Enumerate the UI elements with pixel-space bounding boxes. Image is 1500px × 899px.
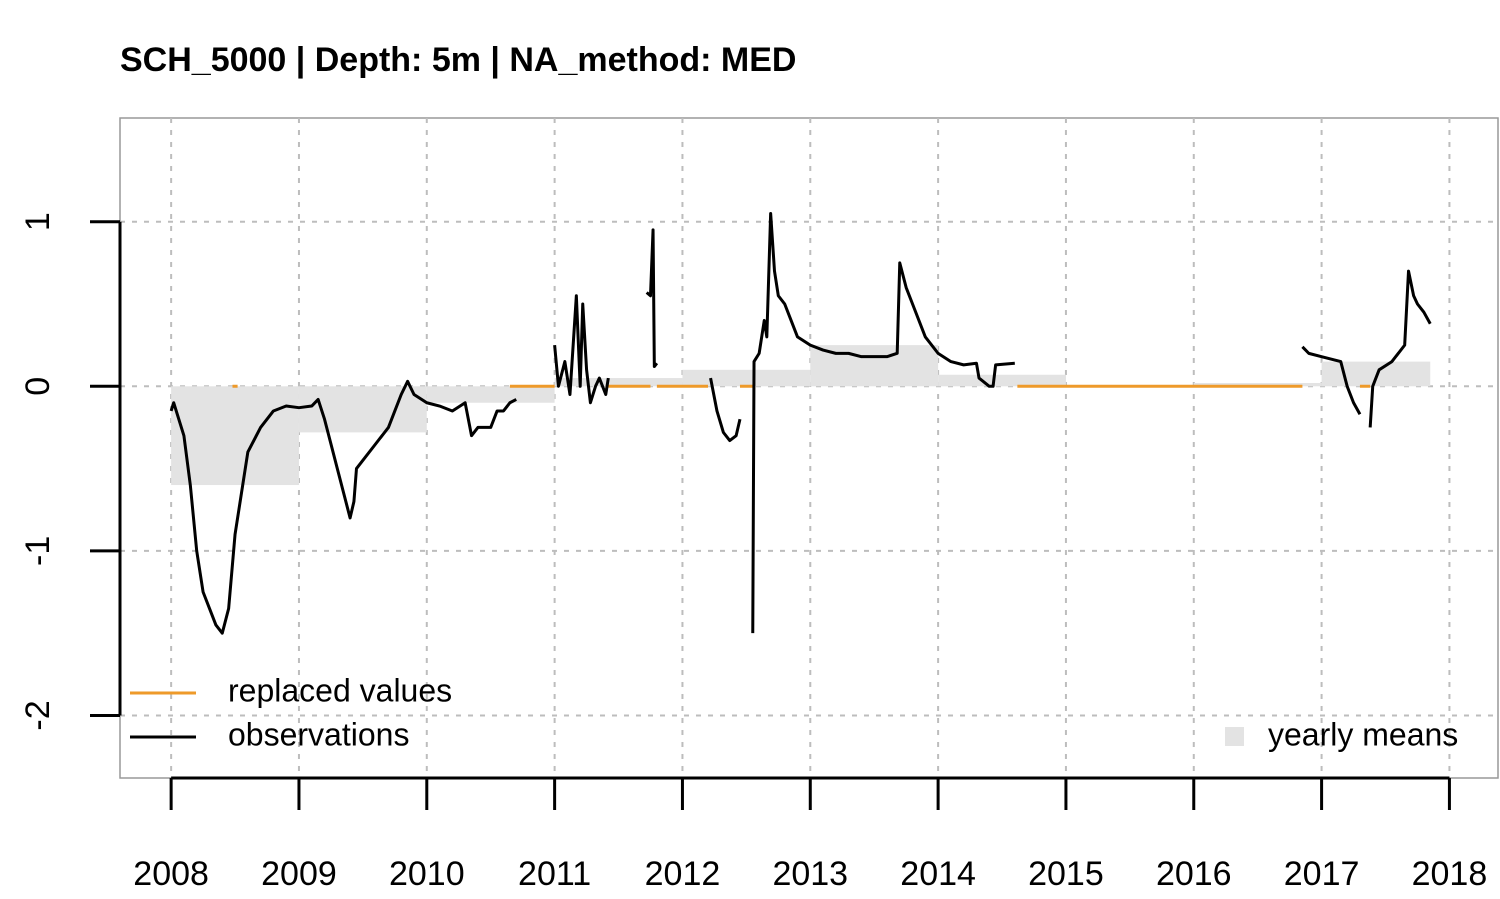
legend-label: yearly means bbox=[1268, 716, 1458, 752]
y-tick-label: 1 bbox=[19, 212, 57, 231]
yearly-mean-bar bbox=[1193, 382, 1322, 387]
y-tick-label: -2 bbox=[19, 700, 57, 730]
x-tick-label: 2008 bbox=[133, 855, 209, 893]
yearly-mean-bar bbox=[554, 378, 683, 387]
x-tick-label: 2015 bbox=[1028, 855, 1104, 893]
y-tick-label: 0 bbox=[19, 377, 57, 396]
x-tick-label: 2014 bbox=[900, 855, 976, 893]
legend-label: observations bbox=[228, 716, 409, 752]
x-tick-label: 2017 bbox=[1284, 855, 1360, 893]
yearly-mean-bar bbox=[426, 386, 555, 403]
yearly-mean-bar bbox=[171, 386, 299, 486]
y-tick-label: -1 bbox=[19, 536, 57, 566]
yearly-mean-bar bbox=[298, 386, 427, 433]
x-tick-label: 2013 bbox=[772, 855, 848, 893]
x-tick-label: 2011 bbox=[518, 855, 591, 893]
x-tick-label: 2010 bbox=[389, 855, 465, 893]
x-tick-label: 2009 bbox=[261, 855, 337, 893]
legend-swatch bbox=[1225, 727, 1244, 746]
x-tick-label: 2018 bbox=[1412, 855, 1488, 893]
x-tick-label: 2016 bbox=[1156, 855, 1232, 893]
yearly-mean-bar bbox=[682, 369, 811, 387]
series-line bbox=[169, 211, 1432, 635]
yearly-mean-bar bbox=[938, 374, 1066, 387]
chart-title: SCH_5000 | Depth: 5m | NA_method: MED bbox=[120, 41, 796, 79]
legend-label: replaced values bbox=[228, 672, 452, 708]
x-tick-label: 2012 bbox=[645, 855, 721, 893]
